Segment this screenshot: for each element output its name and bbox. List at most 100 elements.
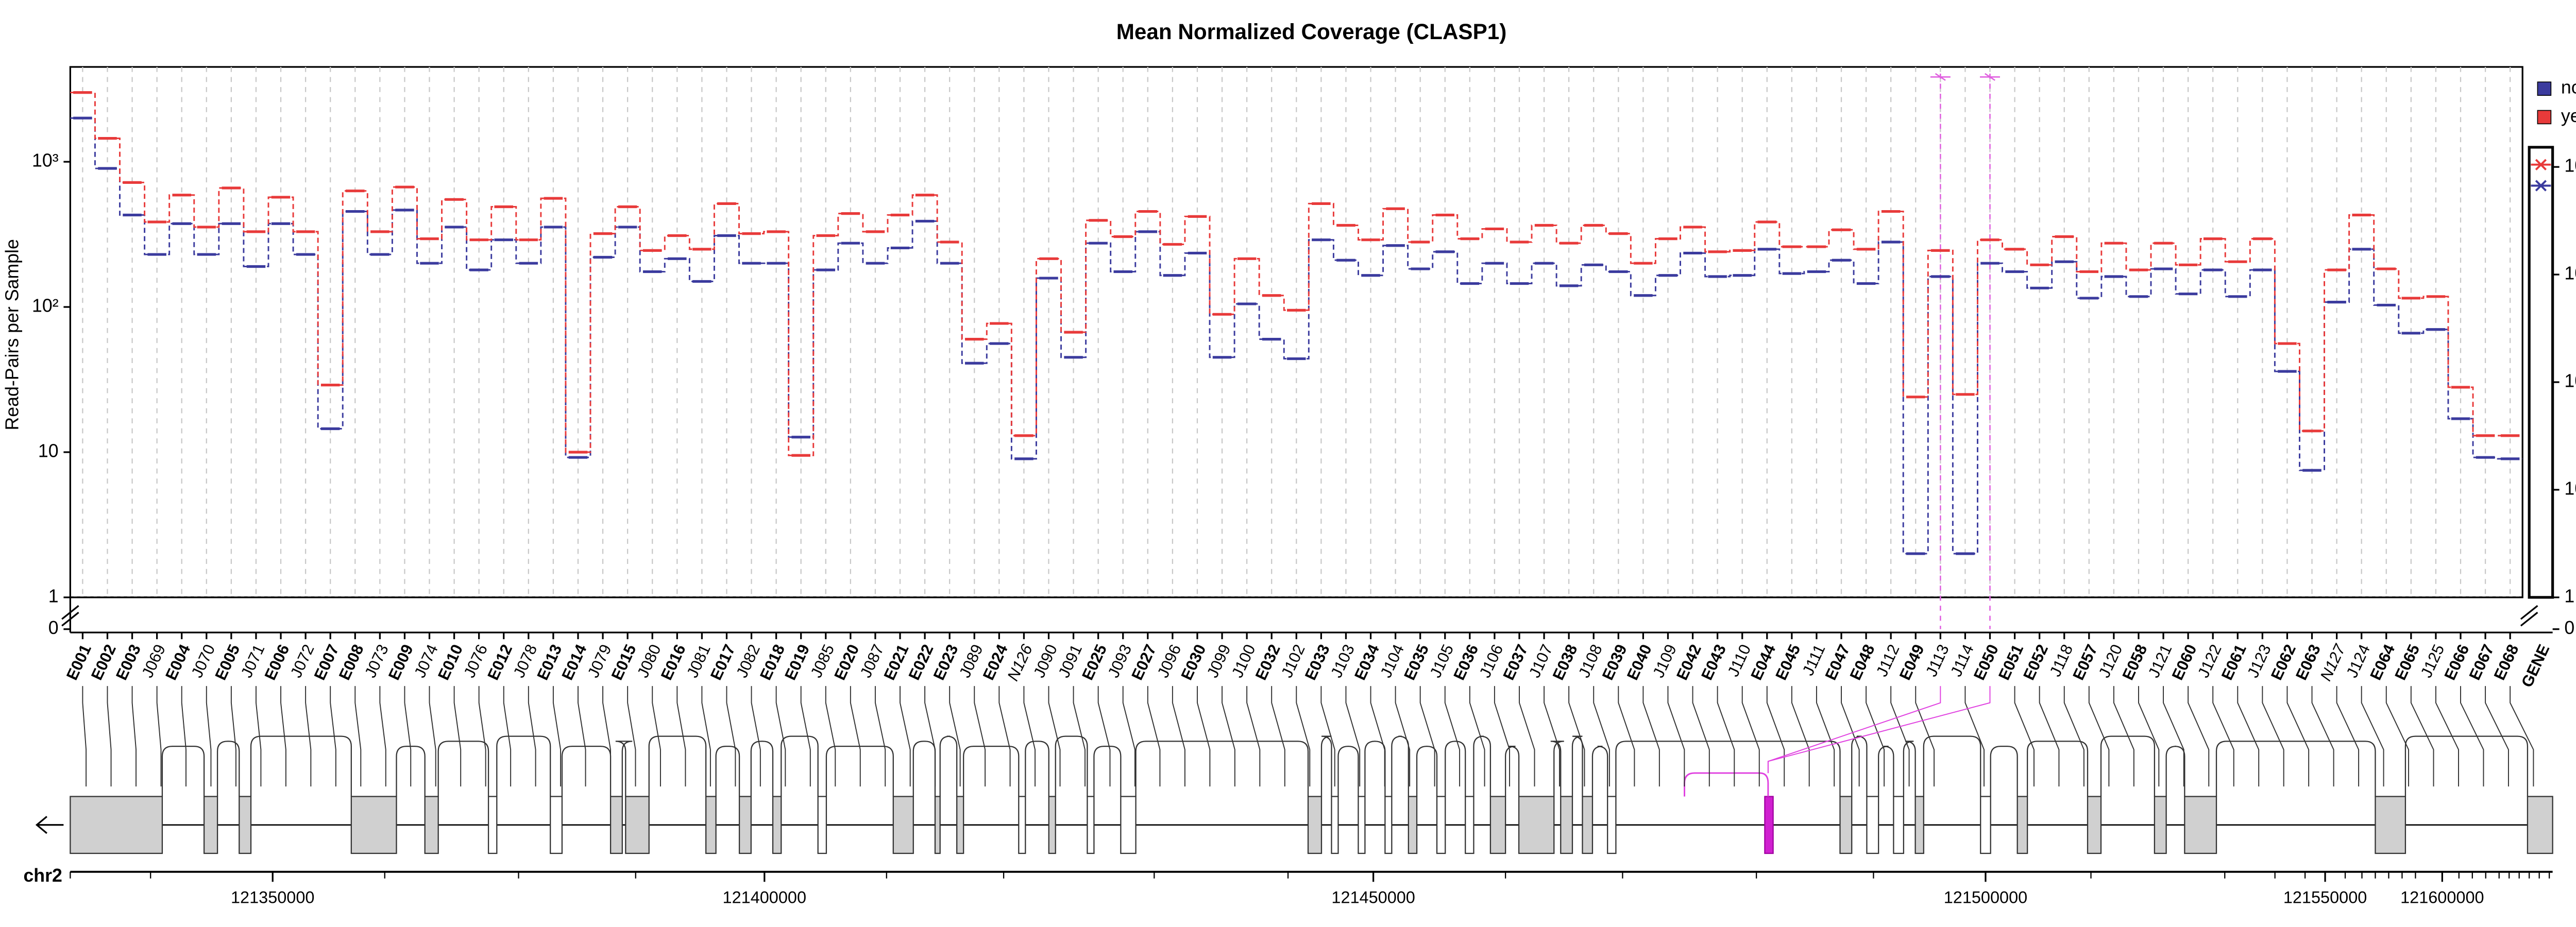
feature-connector [974,686,986,787]
step-connector [70,92,2523,456]
feature-connector [627,686,636,787]
feature-connector [1271,686,1285,787]
junction-arc [1025,741,1049,797]
feature-connector [107,686,112,787]
junction-arc [161,745,205,797]
feature-connector [2311,686,2334,787]
feature-connector [1544,686,1560,787]
junction-arc [437,741,489,797]
y2-tick-label: 1 [2564,586,2574,606]
feature-connector [503,686,512,787]
feature-connector [453,686,462,787]
feature-connector [949,686,961,787]
junction-arc [750,741,774,797]
axis-break [2520,605,2538,627]
feature-connector [280,686,286,787]
junction-arc [496,735,551,797]
exon [2527,796,2553,854]
feature-connector [1172,686,1185,787]
exon [1120,796,1137,854]
feature-connector [1320,686,1335,787]
exon [1489,796,1506,854]
feature-connector [2262,686,2284,787]
junction-arc [1093,745,1122,797]
feature-connector [429,686,436,787]
exon [350,796,397,854]
exon [203,796,218,854]
feature-connector [404,686,412,787]
exon [609,796,623,854]
y-tick-label: 10³ [32,150,59,171]
highlight-marker [1980,73,2000,81]
junction-arc [1320,735,1332,797]
junction-arc [561,745,612,797]
exon [2375,796,2406,854]
exon [705,796,717,854]
junction-arc [1055,735,1088,797]
highlight-marker [1930,73,1951,81]
feature-connector [998,686,1011,787]
junction-arc [1990,745,2018,797]
y-axis-label: Read-Pairs per Sample [2,239,22,430]
genome-tick-label: 121350000 [231,888,314,906]
feature-connector [2361,686,2384,787]
feature-connector [1296,686,1311,787]
junction-arc [1337,745,1359,797]
y2-tick-label: 10 [2564,478,2576,499]
junction-arc [1903,741,1916,797]
feature-connector [1692,686,1710,787]
junction-arc [2215,741,2376,797]
exon [1307,796,1323,854]
feature-connector [850,686,861,787]
feature-connector [1246,686,1261,787]
legend-label: no [2561,77,2576,98]
feature-connector [726,686,736,787]
exon [1518,796,1555,854]
exon [1384,796,1393,854]
feature-connector [156,686,162,787]
feature-connector [1593,686,1610,787]
feature-connector [775,686,786,787]
exon [1866,796,1879,854]
exon [424,796,439,854]
exon [1560,796,1573,854]
exon [1408,796,1418,854]
axis-break [61,605,79,627]
feature-connector [2410,686,2434,787]
exon [1893,796,1905,854]
exon [1436,796,1446,854]
feature-connector [2460,686,2484,787]
y-tick-label: 10² [32,295,59,316]
feature-connector [924,686,936,787]
feature-connector [1642,686,1660,787]
feature-connector [1048,686,1061,787]
feature-connector [1222,686,1235,787]
junction-arc [1878,745,1894,797]
feature-connector [1816,686,1835,787]
junction-arc [1550,741,1564,797]
genome-tick-label: 121600000 [2400,888,2484,906]
feature-connector [2435,686,2459,787]
feature-connector [1073,686,1086,787]
junction-arc [1416,745,1438,797]
exon [239,796,252,854]
feature-connector [874,686,886,787]
feature-connector [379,686,386,787]
junction-arc [1473,735,1492,797]
feature-connector [1791,686,1810,787]
exon [625,796,650,854]
feature-connector [230,686,236,787]
exon [1358,796,1366,854]
feature-connector [1097,686,1111,787]
feature-connector [206,686,212,787]
junction-arc [939,735,958,797]
y2-tick-label: 0 [2564,617,2574,638]
feature-connector [1469,686,1485,787]
junction-arc [2404,735,2529,797]
exon [772,796,782,854]
junction-arc [963,745,1020,797]
junction-arc [1923,735,1981,797]
exon [956,796,964,854]
junction-arc [1445,741,1466,797]
